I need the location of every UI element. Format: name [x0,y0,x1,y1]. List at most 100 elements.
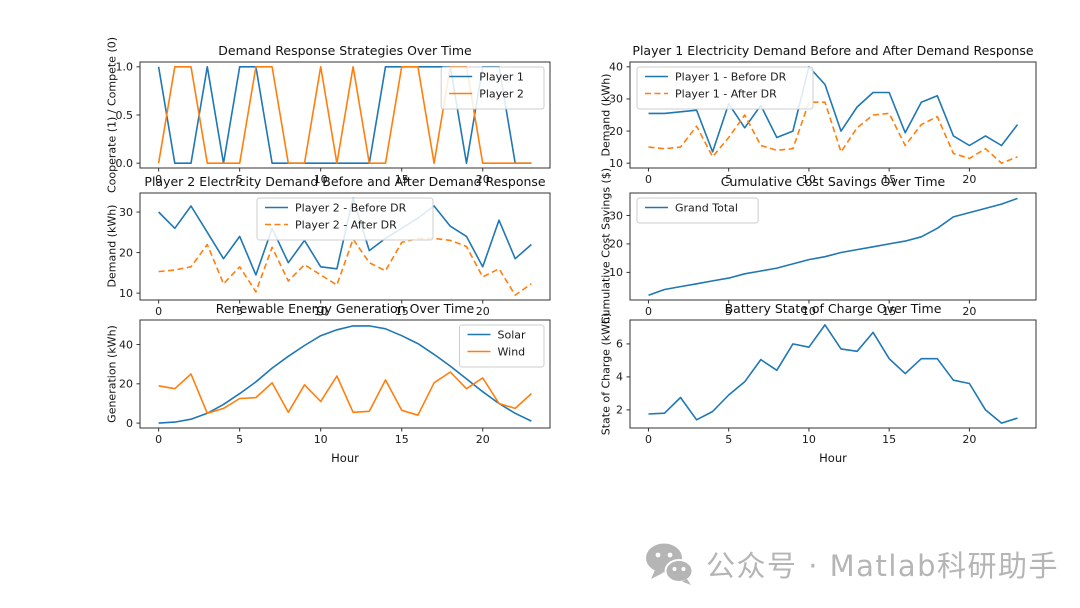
battery-soc-xlabel: Hour [819,451,847,465]
x-tick-label: 0 [155,305,162,318]
legend-box [459,324,545,368]
x-tick-label: 15 [395,173,409,186]
x-tick-label: 20 [476,433,490,446]
player1-demand-ylabel: Demand (kWh) [599,73,613,157]
y-tick-label: 4 [616,371,623,384]
y-tick-label: 1.0 [116,61,134,74]
x-tick-label: 20 [962,305,976,318]
series-line-player-1-before-dr [648,66,1019,153]
y-tick-label: 20 [119,246,133,259]
legend-label: Player 2 - After DR [295,219,397,232]
y-tick-label: 6 [616,338,623,351]
series-line-solar [158,325,532,424]
player1-demand-title: Player 1 Electricity Demand Before and A… [632,43,1034,58]
legend-label: Grand Total [675,202,738,215]
y-tick-label: 2 [616,404,623,417]
x-tick-label: 10 [802,305,816,318]
x-tick-label: 0 [645,305,652,318]
series-line-wind [158,371,532,417]
cumulative-savings-ylabel: Cumulative Cost Savings ($) [599,167,613,325]
series-line-player-1 [157,66,532,164]
y-tick-label: 30 [119,206,133,219]
y-tick-label: 40 [119,338,133,351]
cumulative-savings-title: Cumulative Cost Savings Over Time [720,174,946,189]
watermark-text: 公众号 · Matlab科研助手 [706,549,1060,583]
y-tick-label: 40 [609,61,623,74]
x-tick-label: 15 [395,433,409,446]
x-tick-label: 15 [882,173,896,186]
axes-frame [139,61,551,169]
series-line-player-2-after-dr [158,237,532,296]
legend-label: Player 2 [479,88,524,101]
x-tick-label: 20 [962,433,976,446]
legend-box [636,66,814,110]
y-tick-label: 0 [126,417,133,430]
x-tick-label: 10 [802,173,816,186]
y-tick-label: 20 [609,125,623,138]
watermark: 公众号 · Matlab科研助手 [644,541,1059,587]
x-tick-label: 5 [236,305,243,318]
y-tick-label: 10 [609,157,623,170]
x-tick-label: 0 [155,173,162,186]
legend-box [440,66,545,110]
legend-label: Player 2 - Before DR [295,202,407,215]
axes-frame [629,192,1037,301]
legend-label: Player 1 [479,71,524,84]
y-tick-label: 30 [609,209,623,222]
x-tick-label: 20 [476,173,490,186]
x-tick-label: 5 [236,173,243,186]
x-tick-label: 10 [314,433,328,446]
y-tick-label: 0.0 [116,157,134,170]
battery-soc-title: Battery State of Charge Over Time [724,301,942,316]
legend-label: Wind [498,346,526,359]
renewable-generation-title: Renewable Energy Generation Over Time [215,301,475,316]
legend-box [636,197,759,224]
strategies-ylabel: Cooperate (1) / Compete (0) [105,36,119,194]
x-tick-label: 20 [476,305,490,318]
x-tick-label: 5 [725,305,732,318]
strategies-title: Demand Response Strategies Over Time [218,43,472,58]
x-tick-label: 15 [882,305,896,318]
axes-frame [139,192,551,301]
legend-box [256,197,434,241]
y-tick-label: 30 [609,93,623,106]
series-line-state-of-charge [648,324,1018,424]
x-tick-label: 15 [395,305,409,318]
x-tick-label: 5 [725,173,732,186]
renewable-generation-xlabel: Hour [331,451,359,465]
x-tick-label: 15 [882,433,896,446]
y-tick-label: 10 [119,287,133,300]
legend-label: Solar [498,329,527,342]
player2-demand-ylabel: Demand (kWh) [105,204,119,288]
x-tick-label: 0 [155,433,162,446]
legend-label: Player 1 - Before DR [675,71,787,84]
y-tick-label: 10 [609,266,623,279]
x-tick-label: 5 [725,433,732,446]
player2-demand-title: Player 2 Electricity Demand Before and A… [144,174,546,189]
wechat-icon [646,543,694,585]
series-line-player-1-after-dr [648,101,1018,164]
x-tick-label: 10 [314,173,328,186]
x-tick-label: 5 [236,433,243,446]
y-tick-label: 20 [119,378,133,391]
battery-soc-ylabel: State of Charge (kWh) [599,312,613,436]
renewable-generation-ylabel: Generation (kWh) [105,325,119,423]
x-tick-label: 10 [314,305,328,318]
series-line-grand-total [648,197,1018,296]
axes-frame [629,61,1037,169]
axes-frame [629,319,1037,429]
x-tick-label: 0 [645,433,652,446]
x-tick-label: 20 [962,173,976,186]
axes-frame [139,319,551,429]
legend-label: Player 1 - After DR [675,88,777,101]
y-tick-label: 0.5 [116,109,134,122]
x-tick-label: 10 [802,433,816,446]
x-tick-label: 0 [645,173,652,186]
